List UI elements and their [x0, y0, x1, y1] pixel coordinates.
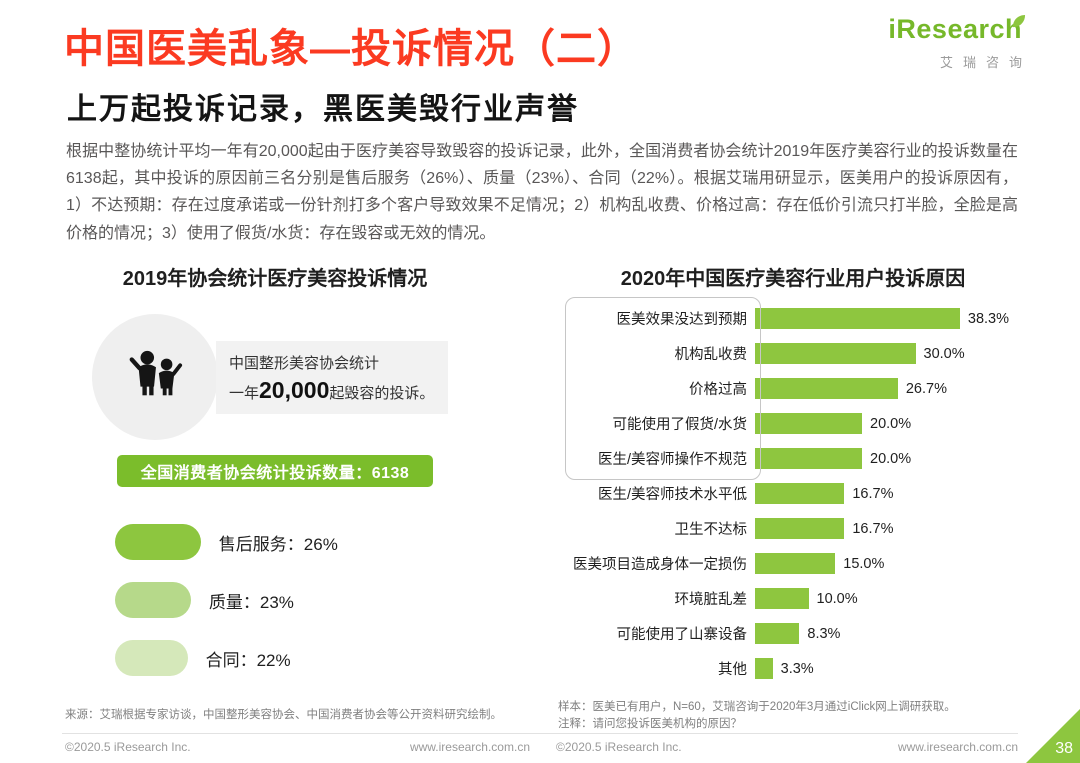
- chart-row: 环境脏乱差 10.0%: [560, 581, 1030, 616]
- chart-value-label: 20.0%: [870, 415, 912, 432]
- chart-category-label: 价格过高: [689, 382, 747, 398]
- chart-row: 其他 3.3%: [560, 651, 1030, 686]
- chart-value-label: 3.3%: [780, 660, 814, 677]
- chart-value-label: 16.7%: [852, 485, 894, 502]
- complaint-reason-bar-chart: 医美效果没达到预期 38.3% 机构乱收费 30.0% 价格过高 26.7% 可…: [560, 297, 1030, 686]
- chart-bar: [755, 623, 800, 644]
- chart-value-label: 38.3%: [967, 310, 1010, 327]
- chart-bar: [755, 413, 862, 434]
- chart-bar: [755, 588, 809, 609]
- chart-bar: [755, 483, 845, 504]
- chart-category-label: 医生/美容师技术水平低: [597, 487, 747, 503]
- chart-row: 医美效果没达到预期 38.3%: [560, 301, 1030, 336]
- page-corner-triangle: [1026, 709, 1080, 763]
- complaint-count-badge: 全国消费者协会统计投诉数量：6138: [117, 455, 433, 487]
- chart-value-label: 10.0%: [816, 590, 858, 607]
- chart-bar: [755, 553, 836, 574]
- pill-bar: [115, 640, 188, 676]
- logo-brand-text: iResearch: [888, 14, 1026, 45]
- people-icon: [126, 346, 184, 409]
- chart-row: 机构乱收费 30.0%: [560, 336, 1030, 371]
- chart-bar: [755, 308, 960, 329]
- pill-row: 质量：23%: [115, 582, 294, 618]
- pill-bar: [115, 524, 201, 560]
- chart-row: 可能使用了假货/水货 20.0%: [560, 406, 1030, 441]
- chart-bar: [755, 378, 898, 399]
- chart-row: 医美项目造成身体一定损伤 15.0%: [560, 546, 1030, 581]
- question-note: 注释：请问您投诉医美机构的原因？: [558, 717, 742, 730]
- footer-website: www.iresearch.com.cn: [409, 740, 530, 754]
- page-subtitle: 上万起投诉记录，黑医美毁行业声誉: [67, 93, 579, 126]
- pill-bar: [115, 582, 191, 618]
- chart-category-label: 其他: [718, 662, 747, 678]
- chart-value-label: 8.3%: [807, 625, 841, 642]
- chart-value-label: 30.0%: [923, 345, 965, 362]
- pill-label: 质量：23%: [208, 592, 294, 612]
- sample-note: 样本：医美已有用户，N=60，艾瑞咨询于2020年3月通过iClick网上调研获…: [558, 701, 956, 713]
- footer-left: ©2020.5 iResearch Inc. www.iresearch.com…: [65, 740, 530, 754]
- chart-category-label: 医生/美容师操作不规范: [597, 452, 747, 468]
- chart-row: 医生/美容师操作不规范 20.0%: [560, 441, 1030, 476]
- body-paragraph: 根据中整协统计平均一年有20,000起由于医疗美容导致毁容的投诉记录，此外，全国…: [66, 143, 1018, 242]
- footer-website: www.iresearch.com.cn: [897, 740, 1018, 754]
- chart-category-label: 机构乱收费: [674, 347, 748, 363]
- chart-category-label: 可能使用了假货/水货: [612, 417, 747, 433]
- chart-row: 价格过高 26.7%: [560, 371, 1030, 406]
- chart-bar: [755, 518, 845, 539]
- stat-prefix: 一年: [229, 384, 260, 402]
- stat-line2: 一年20,000起毁容的投诉。: [229, 377, 448, 404]
- stat-line1: 中国整形美容协会统计: [229, 354, 380, 372]
- association-icon-circle: [92, 314, 218, 440]
- page-number: 38: [1055, 740, 1073, 757]
- chart-value-label: 20.0%: [870, 450, 912, 467]
- footer-copyright: ©2020.5 iResearch Inc.: [65, 740, 191, 754]
- chart-row: 卫生不达标 16.7%: [560, 511, 1030, 546]
- right-chart-title: 2020年中国医疗美容行业用户投诉原因: [620, 268, 966, 290]
- footer-divider: [62, 733, 1018, 734]
- chart-bar: [755, 448, 862, 469]
- chart-category-label: 医美效果没达到预期: [616, 312, 748, 328]
- stat-suffix: 起毁容的投诉。: [329, 384, 435, 402]
- page-title: 中国医美乱象—投诉情况（二）: [64, 27, 638, 71]
- chart-value-label: 15.0%: [843, 555, 885, 572]
- chart-bar: [755, 658, 773, 679]
- iresearch-logo: iResearch 艾瑞咨询: [888, 14, 1026, 71]
- chart-category-label: 可能使用了山寨设备: [616, 627, 748, 643]
- pill-label: 合同：22%: [205, 650, 291, 670]
- pill-label: 售后服务：26%: [218, 534, 338, 554]
- chart-category-label: 医美项目造成身体一定损伤: [573, 557, 747, 573]
- logo-brand-label: iResearch: [888, 14, 1022, 44]
- footer-right: ©2020.5 iResearch Inc. www.iresearch.com…: [556, 740, 1018, 754]
- pill-row: 售后服务：26%: [115, 524, 338, 560]
- stat-number: 20,000: [259, 376, 330, 403]
- chart-row: 医生/美容师技术水平低 16.7%: [560, 476, 1030, 511]
- source-note-right: 样本：医美已有用户，N=60，艾瑞咨询于2020年3月通过iClick网上调研获…: [558, 699, 956, 732]
- footer-copyright: ©2020.5 iResearch Inc.: [556, 740, 682, 754]
- chart-value-label: 26.7%: [905, 380, 947, 397]
- left-chart-title: 2019年协会统计医疗美容投诉情况: [122, 268, 428, 290]
- chart-category-label: 环境脏乱差: [674, 592, 748, 608]
- chart-bar: [755, 343, 916, 364]
- pill-row: 合同：22%: [115, 640, 291, 676]
- source-note-left: 来源：艾瑞根据专家访谈，中国整形美容协会、中国消费者协会等公开资料研究绘制。: [65, 709, 502, 721]
- chart-row: 可能使用了山寨设备 8.3%: [560, 616, 1030, 651]
- leaf-icon: [1011, 5, 1026, 36]
- association-stat-box: 中国整形美容协会统计 一年20,000起毁容的投诉。: [216, 341, 448, 414]
- chart-value-label: 16.7%: [852, 520, 894, 537]
- chart-category-label: 卫生不达标: [674, 522, 748, 538]
- logo-subbrand: 艾瑞咨询: [939, 55, 1032, 70]
